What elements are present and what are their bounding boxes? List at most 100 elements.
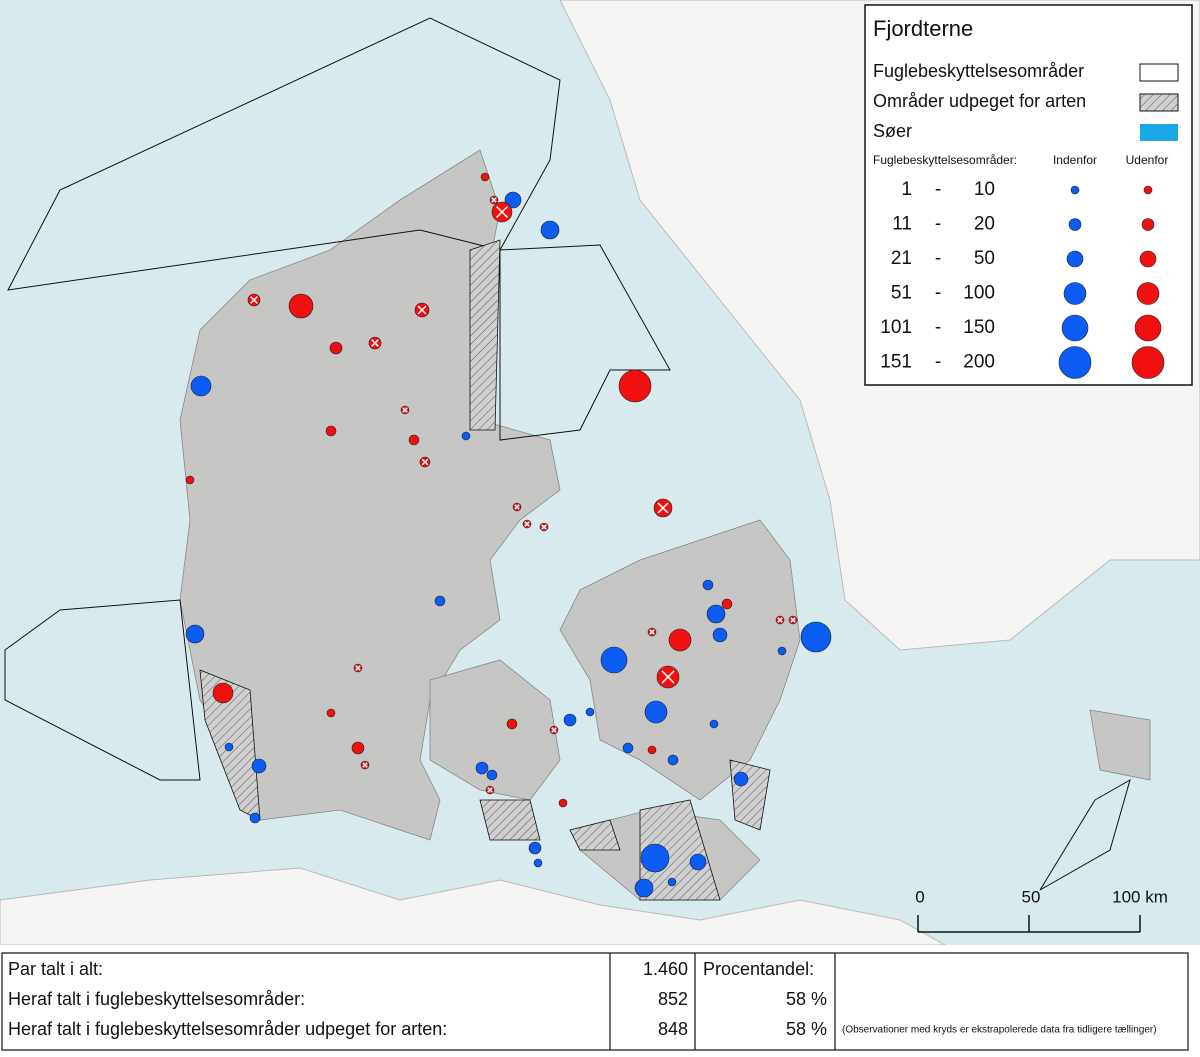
observation-dot <box>504 191 522 209</box>
legend-swatch <box>1139 63 1179 82</box>
cross <box>487 787 493 793</box>
observation-dot <box>224 742 234 752</box>
cross <box>514 504 520 510</box>
observation-dot <box>486 769 498 781</box>
scale-bar <box>917 915 1141 933</box>
observation-dot <box>558 798 568 808</box>
observation-dot <box>249 812 261 824</box>
observation-dot <box>251 758 267 774</box>
legend-title: Fjordterne <box>873 16 973 41</box>
cross <box>355 665 361 671</box>
legend-swatch <box>1139 93 1179 112</box>
observation-dot <box>288 293 314 319</box>
observation-dot <box>185 624 205 644</box>
legend-label: Søer <box>873 121 912 141</box>
table-cell: 58 % <box>786 989 827 1009</box>
observation-dot <box>1063 282 1087 305</box>
observation-dot <box>1143 185 1153 195</box>
observation-dot <box>540 220 560 240</box>
observation-dot <box>1066 250 1084 268</box>
observation-dot <box>585 707 595 717</box>
cross <box>362 762 368 768</box>
col-inside: Indenfor <box>1053 153 1097 167</box>
observation-dot <box>434 595 446 607</box>
size-to: 150 <box>963 317 995 338</box>
legend-label: Områder udpeget for arten <box>873 91 1086 111</box>
size-to: 200 <box>963 352 995 373</box>
size-from: 21 <box>891 248 912 269</box>
observation-dot <box>777 646 787 656</box>
protection-areas <box>4 17 1131 891</box>
scale-label: 0 <box>915 887 924 906</box>
size-sep: - <box>935 214 941 235</box>
size-sep: - <box>935 283 941 304</box>
size-to: 100 <box>963 283 995 304</box>
table-cell: Heraf talt i fuglebeskyttelsesområder ud… <box>8 1019 447 1039</box>
observation-dot <box>668 628 692 652</box>
observation-dot <box>329 341 343 355</box>
cross <box>495 205 509 219</box>
cross <box>661 670 675 684</box>
cross <box>790 617 796 623</box>
observation-dot <box>640 843 670 873</box>
size-from: 101 <box>880 317 912 338</box>
observation-dot <box>325 425 337 437</box>
observation-dot <box>733 771 749 787</box>
observation-dot <box>634 878 654 898</box>
observation-dot <box>326 708 336 718</box>
cross <box>421 458 429 466</box>
table-lines <box>1 952 1189 1051</box>
size-sep: - <box>935 352 941 373</box>
observation-dot <box>647 745 657 755</box>
cross <box>657 502 669 514</box>
observation-dot <box>667 877 677 887</box>
table-cell: 1.460 <box>643 959 688 979</box>
cross <box>491 197 497 203</box>
observation-dot <box>1134 314 1162 342</box>
size-to: 10 <box>974 179 995 200</box>
size-from: 11 <box>892 214 912 235</box>
cross <box>371 339 379 347</box>
observation-dot <box>618 369 652 403</box>
observation-dot <box>528 841 542 855</box>
observations <box>185 172 832 898</box>
observation-dot <box>475 761 489 775</box>
size-to: 20 <box>974 214 995 235</box>
table-cell: 58 % <box>786 1019 827 1039</box>
cross <box>541 524 547 530</box>
observation-dot <box>1136 282 1160 305</box>
scale-label: 50 <box>1022 887 1041 906</box>
observation-dot <box>721 598 733 610</box>
observation-dot <box>1139 250 1157 268</box>
observation-dot <box>1131 346 1165 379</box>
observation-dot <box>506 718 518 730</box>
observation-dot <box>667 754 679 766</box>
table-cell: 848 <box>658 1019 688 1039</box>
table-cell: Procentandel: <box>703 959 814 979</box>
observation-dot <box>1058 346 1092 379</box>
cross <box>417 305 427 315</box>
cross <box>250 296 258 304</box>
size-sep: - <box>935 248 941 269</box>
size-header: Fuglebeskyttelsesområder: <box>873 153 1017 167</box>
size-to: 50 <box>974 248 995 269</box>
table-cell: 852 <box>658 989 688 1009</box>
table-cell: Heraf talt i fuglebeskyttelsesområder: <box>8 989 305 1009</box>
observation-dot <box>709 719 719 729</box>
observation-dot <box>533 858 543 868</box>
observation-dot <box>644 700 668 724</box>
table-cell: (Observationer med kryds er ekstrapolere… <box>842 1025 1157 1036</box>
observation-dot <box>702 579 714 591</box>
observation-dot <box>1068 218 1082 231</box>
observation-dot <box>190 375 212 397</box>
size-from: 51 <box>891 283 912 304</box>
scale-label: 100 km <box>1112 887 1168 906</box>
observation-dot <box>408 434 420 446</box>
observation-dot <box>1070 185 1080 195</box>
legend-swatch <box>1140 124 1178 141</box>
cross <box>649 629 655 635</box>
observation-dot <box>212 682 234 704</box>
observation-dot <box>461 431 471 441</box>
cross <box>402 407 408 413</box>
